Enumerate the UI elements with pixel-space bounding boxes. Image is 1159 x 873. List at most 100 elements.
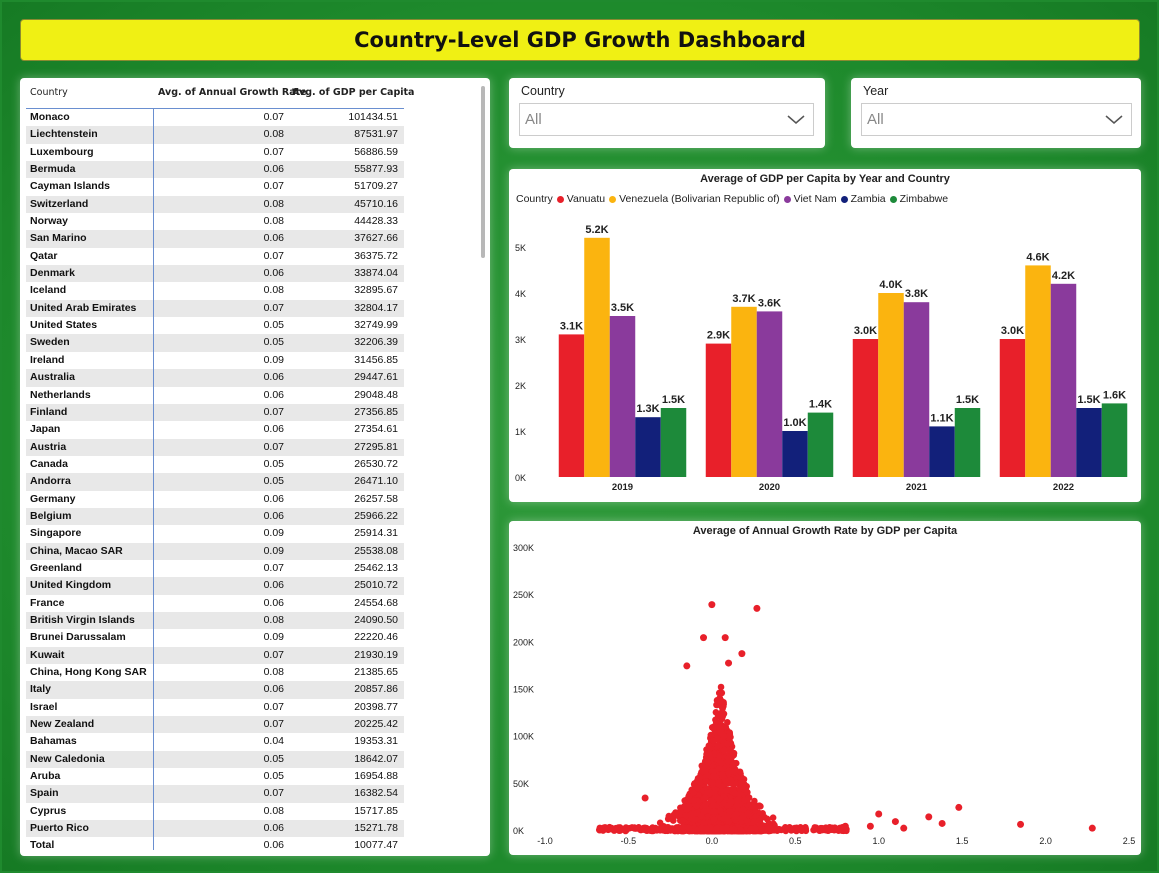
scatter-point[interactable]: [724, 740, 731, 748]
scatter-point[interactable]: [683, 662, 691, 670]
scatter-point[interactable]: [752, 804, 759, 812]
scatter-point[interactable]: [708, 779, 716, 786]
scatter-point[interactable]: [731, 789, 739, 797]
bar[interactable]: [954, 408, 981, 477]
bar[interactable]: [999, 339, 1026, 477]
scatter-point[interactable]: [716, 765, 724, 772]
legend-item-zambia[interactable]: Zambia: [840, 193, 886, 205]
scatter-point[interactable]: [717, 729, 724, 736]
table-row[interactable]: Iceland 0.08 32895.67: [26, 282, 404, 299]
table-row[interactable]: Singapore 0.09 25914.31: [26, 525, 404, 542]
scatter-point[interactable]: [706, 750, 713, 758]
table-row[interactable]: United Arab Emirates 0.07 32804.17: [26, 299, 404, 318]
table-row[interactable]: San Marino 0.06 37627.66: [26, 230, 404, 248]
scatter-point[interactable]: [841, 822, 849, 830]
scatter-point[interactable]: [710, 737, 717, 744]
table-row[interactable]: Sweden 0.05 32206.39: [26, 334, 404, 352]
scatter-point[interactable]: [955, 803, 963, 811]
column-header-growth-rate[interactable]: Avg. of Annual Growth Rate: [158, 87, 307, 98]
scatter-point[interactable]: [631, 825, 638, 832]
scatter-point[interactable]: [713, 824, 721, 832]
column-header-gdp-per-capita[interactable]: Avg. of GDP per Capita: [292, 87, 415, 98]
table-row[interactable]: Denmark 0.06 33874.04: [26, 265, 404, 283]
scatter-point[interactable]: [717, 807, 724, 814]
scatter-point[interactable]: [736, 768, 744, 776]
scatter-point[interactable]: [710, 768, 717, 775]
table-row[interactable]: Norway 0.08 44428.33: [26, 213, 404, 230]
table-row[interactable]: Kuwait 0.07 21930.19: [26, 646, 404, 664]
table-scrollbar[interactable]: [481, 86, 485, 258]
bar[interactable]: [1101, 403, 1128, 477]
column-header-country[interactable]: Country: [30, 87, 68, 98]
scatter-point[interactable]: [787, 827, 795, 834]
scatter-point[interactable]: [738, 650, 746, 658]
scatter-point[interactable]: [818, 824, 826, 832]
scatter-point[interactable]: [719, 712, 727, 720]
scatter-point[interactable]: [617, 826, 624, 834]
scatter-point[interactable]: [647, 827, 654, 834]
bar[interactable]: [558, 334, 585, 477]
table-row[interactable]: Bermuda 0.06 55877.93: [26, 161, 404, 179]
table-row[interactable]: China, Macao SAR 0.09 25538.08: [26, 542, 404, 560]
scatter-point[interactable]: [743, 789, 751, 796]
scatter-point[interactable]: [693, 826, 701, 834]
scatter-point[interactable]: [712, 722, 719, 730]
table-row[interactable]: Italy 0.06 20857.86: [26, 681, 404, 699]
bar[interactable]: [782, 431, 808, 477]
scatter-point[interactable]: [721, 634, 729, 642]
scatter-point[interactable]: [700, 808, 708, 815]
scatter-point[interactable]: [665, 812, 673, 820]
table-row[interactable]: Cayman Islands 0.07 51709.27: [26, 178, 404, 195]
table-row[interactable]: Belgium 0.06 25966.22: [26, 507, 404, 526]
scatter-point[interactable]: [710, 801, 718, 809]
scatter-point[interactable]: [702, 777, 710, 785]
scatter-point[interactable]: [672, 812, 679, 819]
scatter-point[interactable]: [748, 825, 755, 833]
scatter-point[interactable]: [756, 816, 764, 824]
scatter-point[interactable]: [726, 808, 733, 815]
scatter-point[interactable]: [723, 813, 731, 821]
scatter-point[interactable]: [737, 826, 745, 834]
scatter-point[interactable]: [737, 779, 745, 787]
sort-descending-icon[interactable]: ▼: [292, 87, 298, 95]
scatter-point[interactable]: [652, 824, 659, 832]
bar[interactable]: [929, 426, 955, 477]
scatter-point[interactable]: [729, 768, 736, 775]
scatter-point[interactable]: [665, 825, 672, 833]
table-row[interactable]: Japan 0.06 27354.61: [26, 421, 404, 438]
scatter-point[interactable]: [729, 761, 736, 769]
table-total-row[interactable]: Total 0.06 10077.47: [26, 837, 404, 855]
legend-item-vanuatu[interactable]: Vanuatu: [556, 193, 605, 205]
scatter-point[interactable]: [719, 705, 726, 712]
scatter-point[interactable]: [690, 810, 697, 818]
table-row[interactable]: Germany 0.06 26257.58: [26, 491, 404, 508]
table-row[interactable]: Liechtenstein 0.08 87531.97: [26, 126, 404, 144]
scatter-point[interactable]: [716, 723, 724, 730]
table-row[interactable]: Brunei Darussalam 0.09 22220.46: [26, 629, 404, 646]
table-row[interactable]: British Virgin Islands 0.08 24090.50: [26, 611, 404, 630]
scatter-point[interactable]: [714, 742, 722, 749]
scatter-point[interactable]: [760, 826, 768, 833]
scatter-point[interactable]: [938, 819, 946, 827]
table-row[interactable]: New Caledonia 0.05 18642.07: [26, 750, 404, 769]
scatter-point[interactable]: [766, 824, 773, 832]
bar[interactable]: [731, 306, 757, 477]
scatter-point[interactable]: [715, 795, 723, 803]
bar[interactable]: [756, 311, 783, 477]
bar[interactable]: [1025, 265, 1051, 477]
scatter-point[interactable]: [702, 801, 709, 809]
bar[interactable]: [705, 343, 732, 477]
bar[interactable]: [903, 302, 930, 477]
scatter-point[interactable]: [685, 792, 693, 800]
table-row[interactable]: Israel 0.07 20398.77: [26, 699, 404, 716]
scatter-point[interactable]: [733, 810, 740, 818]
scatter-point[interactable]: [706, 789, 714, 797]
legend-item-venezuela[interactable]: Venezuela (Bolivarian Republic of): [609, 193, 780, 205]
scatter-point[interactable]: [690, 797, 698, 804]
table-row[interactable]: Netherlands 0.06 29048.48: [26, 387, 404, 404]
scatter-point[interactable]: [835, 827, 842, 834]
scatter-point[interactable]: [1088, 824, 1096, 832]
scatter-point[interactable]: [699, 763, 706, 770]
scatter-point[interactable]: [728, 779, 736, 787]
scatter-point[interactable]: [684, 805, 692, 813]
